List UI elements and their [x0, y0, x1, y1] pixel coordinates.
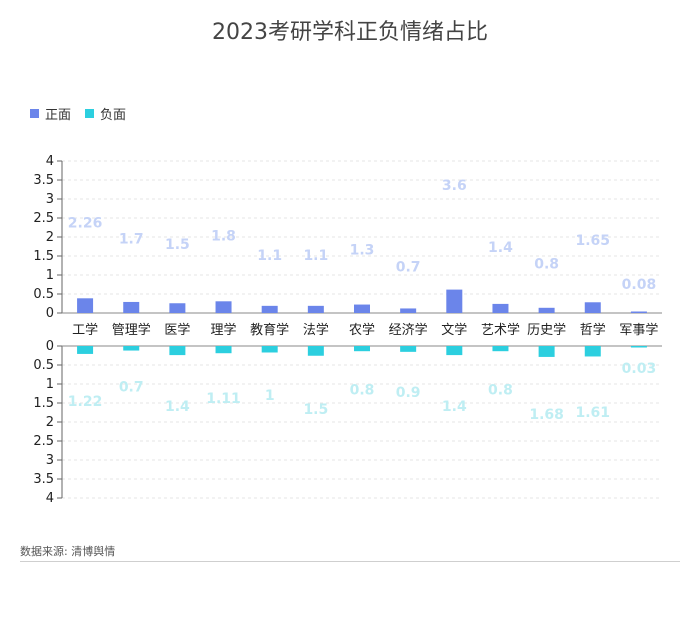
ytick-label-top: 1.5	[33, 249, 54, 264]
bar-negative	[538, 346, 555, 357]
bar-positive	[169, 303, 186, 313]
ytick-label-top: 3.5	[33, 173, 54, 188]
bar-positive	[123, 301, 140, 313]
x-category-label: 法学	[303, 322, 329, 338]
x-category-label: 艺术学	[481, 322, 520, 338]
legend-item-positive[interactable]: 正面	[30, 104, 71, 123]
ytick-label-top: 0.5	[33, 287, 54, 302]
data-label-negative: 0.03	[622, 361, 657, 377]
chart-title: 2023考研学科正负情绪占比	[212, 20, 488, 45]
bar-positive	[354, 304, 370, 313]
ytick-label-top: 3	[46, 192, 54, 207]
bar-negative	[446, 346, 463, 356]
x-category-label: 文学	[441, 322, 467, 338]
data-label-negative: 1.4	[442, 399, 467, 415]
bar-positive	[77, 298, 94, 313]
x-category-label: 哲学	[580, 322, 606, 338]
data-source: 数据来源: 清博舆情	[20, 545, 116, 558]
bar-negative	[77, 346, 94, 354]
ytick-label-bottom: 0.5	[33, 358, 54, 373]
data-label-positive: 1.4	[488, 240, 513, 256]
ytick-label-bottom: 0	[46, 339, 54, 354]
bar-positive	[630, 311, 647, 313]
x-category-label: 历史学	[527, 322, 566, 338]
legend: 正面 负面	[30, 104, 126, 123]
bar-positive	[538, 307, 555, 313]
bar-negative	[584, 346, 601, 357]
data-label-negative: 1.4	[165, 399, 190, 415]
data-label-negative: 1.5	[303, 402, 328, 418]
bar-negative	[354, 346, 370, 352]
x-category-label: 农学	[349, 322, 375, 338]
x-category-label: 工学	[72, 322, 98, 338]
x-category-label: 经济学	[389, 322, 428, 338]
data-label-positive: 1.65	[575, 233, 610, 249]
data-label-positive: 1.7	[119, 231, 144, 247]
bar-negative	[215, 346, 232, 354]
bar-positive	[446, 289, 463, 313]
bar-positive	[492, 303, 509, 313]
bar-positive	[400, 308, 417, 313]
x-category-label: 军事学	[619, 322, 658, 338]
ytick-label-top: 1	[46, 268, 54, 283]
data-label-negative: 1.68	[529, 407, 564, 423]
bar-negative	[261, 346, 278, 353]
bar-positive	[215, 301, 232, 313]
ytick-label-bottom: 2	[46, 415, 54, 430]
source-divider	[20, 561, 680, 562]
x-category-label: 医学	[164, 322, 190, 338]
ytick-label-bottom: 1	[46, 377, 54, 392]
data-label-negative: 1.61	[575, 405, 610, 421]
ytick-label-bottom: 2.5	[33, 434, 54, 449]
ytick-label-top: 0	[46, 306, 54, 321]
bar-negative	[492, 346, 509, 352]
data-label-negative: 0.9	[396, 385, 421, 401]
legend-swatch-negative	[85, 109, 95, 118]
data-label-positive: 1.3	[350, 243, 375, 259]
ytick-label-bottom: 1.5	[33, 396, 54, 411]
x-category-label: 理学	[211, 322, 237, 338]
data-label-negative: 0.7	[119, 380, 144, 396]
legend-swatch-positive	[30, 109, 39, 118]
bar-positive	[584, 302, 601, 313]
bar-negative	[630, 346, 647, 348]
bar-positive	[261, 305, 278, 313]
legend-label-positive: 正面	[45, 108, 72, 123]
bar-negative	[123, 346, 140, 351]
legend-item-negative[interactable]: 负面	[85, 104, 126, 123]
ytick-label-bottom: 4	[46, 491, 54, 506]
x-category-label: 管理学	[112, 322, 151, 338]
data-label-negative: 0.8	[488, 382, 513, 398]
ytick-label-top: 4	[46, 154, 54, 169]
data-label-positive: 0.8	[534, 257, 559, 273]
x-category-label: 教育学	[250, 322, 289, 338]
data-label-positive: 1.1	[303, 248, 328, 264]
data-label-negative: 1.11	[206, 391, 241, 407]
data-label-positive: 0.08	[622, 277, 657, 293]
bar-negative	[169, 346, 186, 356]
ytick-label-top: 2.5	[33, 211, 54, 226]
ytick-label-bottom: 3	[46, 453, 54, 468]
ytick-label-top: 2	[46, 230, 54, 245]
legend-label-negative: 负面	[100, 108, 127, 123]
bar-positive	[307, 305, 324, 313]
data-label-positive: 1.1	[257, 248, 282, 264]
data-label-positive: 2.26	[68, 216, 103, 232]
bar-negative	[400, 346, 417, 352]
bar-negative	[307, 346, 324, 356]
data-label-positive: 0.7	[396, 259, 421, 275]
data-label-negative: 1.22	[68, 394, 103, 410]
data-label-positive: 1.5	[165, 237, 190, 253]
data-label-negative: 1	[265, 388, 275, 404]
ytick-label-bottom: 3.5	[33, 472, 54, 487]
data-label-positive: 3.6	[442, 178, 467, 194]
data-label-negative: 0.8	[350, 382, 375, 398]
data-label-positive: 1.8	[211, 229, 236, 245]
